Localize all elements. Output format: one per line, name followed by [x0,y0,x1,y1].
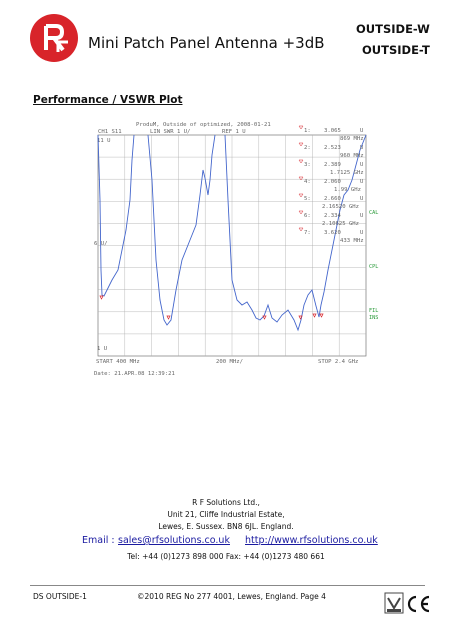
plot-div: 200 MHz/ [216,359,243,365]
ce-mark-icon [407,595,430,613]
section-title: Performance / VSWR Plot [33,94,183,106]
side-label-ins: INS [369,315,378,321]
footer-info: ©2010 REG No 277 4001, Lewes, England. P… [137,592,326,601]
marker-6-id: 6: [304,213,311,219]
address-line-1: Unit 21, Cliffe Industrial Estate, [167,510,285,519]
marker-5-unit: U [360,196,363,202]
product-code-w: OUTSIDE-W [356,22,430,36]
product-code-t: OUTSIDE-T [362,43,430,57]
marker-1-value: 3.065 [324,128,341,134]
vswr-trace [97,134,367,332]
marker-4-id: 4: [304,179,311,185]
address-line-2: Lewes, E. Sussex. BN8 6JL. England. [158,522,294,531]
email-link[interactable]: sales@rfsolutions.co.uk [118,535,230,546]
plot-channel: CH1 S11 [98,129,122,135]
plot-stop: STOP 2.4 GHz [318,359,358,365]
iso-certification-icon [384,592,404,614]
email-label: Email : [82,535,115,546]
marker-1-freq: 869 MHz [340,136,364,142]
plot-heading: ProduM, Outside of optimized, 2008-01-21 [136,122,271,128]
side-label-fil: FIL [369,308,378,314]
marker-1-id: 1: [304,128,311,134]
side-label-cal: CAL [369,210,378,216]
marker-7-id: 7: [304,230,311,236]
plot-date: Date: 21.APR.08 12:39:21 [94,371,175,377]
footer-divider [30,585,425,586]
marker-triangles [99,295,324,320]
side-label-cpl: CPL [369,264,378,270]
marker-6-value: 2.334 [324,213,341,219]
marker-4-unit: U [360,179,363,185]
marker-3-value: 2.389 [324,162,341,168]
marker-symbols [298,125,304,232]
marker-6-unit: U [360,213,363,219]
marker-5-freq: 2.16520 GHz [322,204,359,210]
page-title: Mini Patch Panel Antenna +3dB [88,34,325,52]
marker-2-unit: U [360,145,363,151]
marker-4-freq: 1.99 GHz [334,187,361,193]
plot-grid [97,134,367,357]
marker-1-unit: U [360,128,363,134]
marker-6-freq: 2.10625 GHz [322,221,359,227]
marker-7-value: 3.620 [324,230,341,236]
marker-4-value: 2.060 [324,179,341,185]
marker-table: 1: 3.065 U 869 MHz 2: 2.523 U 960 MHz 3:… [304,128,364,244]
marker-7-freq: 433 MHz [340,238,364,244]
plot-ref: REF 1 U [222,129,246,135]
plot-format: LIN SWR 1 U/ [150,129,190,135]
plot-start: START 400 MHz [96,359,140,365]
phone-fax: Tel: +44 (0)1273 898 000 Fax: +44 (0)127… [127,552,325,561]
plot-top-ref: 11 U [97,138,110,144]
marker-5-value: 2.660 [324,196,341,202]
rf-solutions-logo [30,14,78,62]
marker-3-unit: U [360,162,363,168]
marker-2-id: 2: [304,145,311,151]
plot-bottom-ref: 1 U [97,346,107,352]
vswr-plot: ProduM, Outside of optimized, 2008-01-21… [94,122,378,377]
marker-3-id: 3: [304,162,311,168]
document-code: DS OUTSIDE-1 [33,592,87,601]
marker-2-freq: 960 MHz [340,153,364,159]
marker-7-unit: U [360,230,363,236]
marker-3-freq: 1.7125 GHz [330,170,364,176]
company-name: R F Solutions Ltd., [192,498,260,507]
website-link[interactable]: http://www.rfsolutions.co.uk [245,535,378,546]
marker-5-id: 5: [304,196,311,202]
marker-2-value: 2.523 [324,145,341,151]
